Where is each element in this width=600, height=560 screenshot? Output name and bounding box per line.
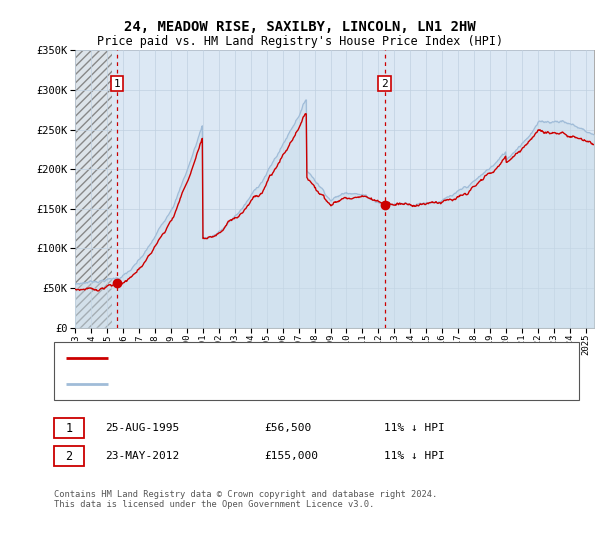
Text: £56,500: £56,500	[264, 423, 311, 433]
Bar	[75, 50, 112, 328]
Text: 2: 2	[381, 78, 388, 88]
Text: Price paid vs. HM Land Registry's House Price Index (HPI): Price paid vs. HM Land Registry's House …	[97, 35, 503, 48]
Text: 25-AUG-1995: 25-AUG-1995	[105, 423, 179, 433]
Text: 1: 1	[65, 422, 73, 435]
Text: 2: 2	[65, 450, 73, 463]
Text: 1: 1	[114, 78, 121, 88]
Text: 23-MAY-2012: 23-MAY-2012	[105, 451, 179, 461]
Text: 24, MEADOW RISE, SAXILBY, LINCOLN, LN1 2HW: 24, MEADOW RISE, SAXILBY, LINCOLN, LN1 2…	[124, 20, 476, 34]
Text: £155,000: £155,000	[264, 451, 318, 461]
Text: Contains HM Land Registry data © Crown copyright and database right 2024.
This d: Contains HM Land Registry data © Crown c…	[54, 490, 437, 510]
Text: 11% ↓ HPI: 11% ↓ HPI	[384, 423, 445, 433]
Text: 24, MEADOW RISE, SAXILBY, LINCOLN, LN1 2HW (detached house): 24, MEADOW RISE, SAXILBY, LINCOLN, LN1 2…	[114, 353, 468, 363]
Text: HPI: Average price, detached house, West Lindsey: HPI: Average price, detached house, West…	[114, 379, 402, 389]
Text: 11% ↓ HPI: 11% ↓ HPI	[384, 451, 445, 461]
